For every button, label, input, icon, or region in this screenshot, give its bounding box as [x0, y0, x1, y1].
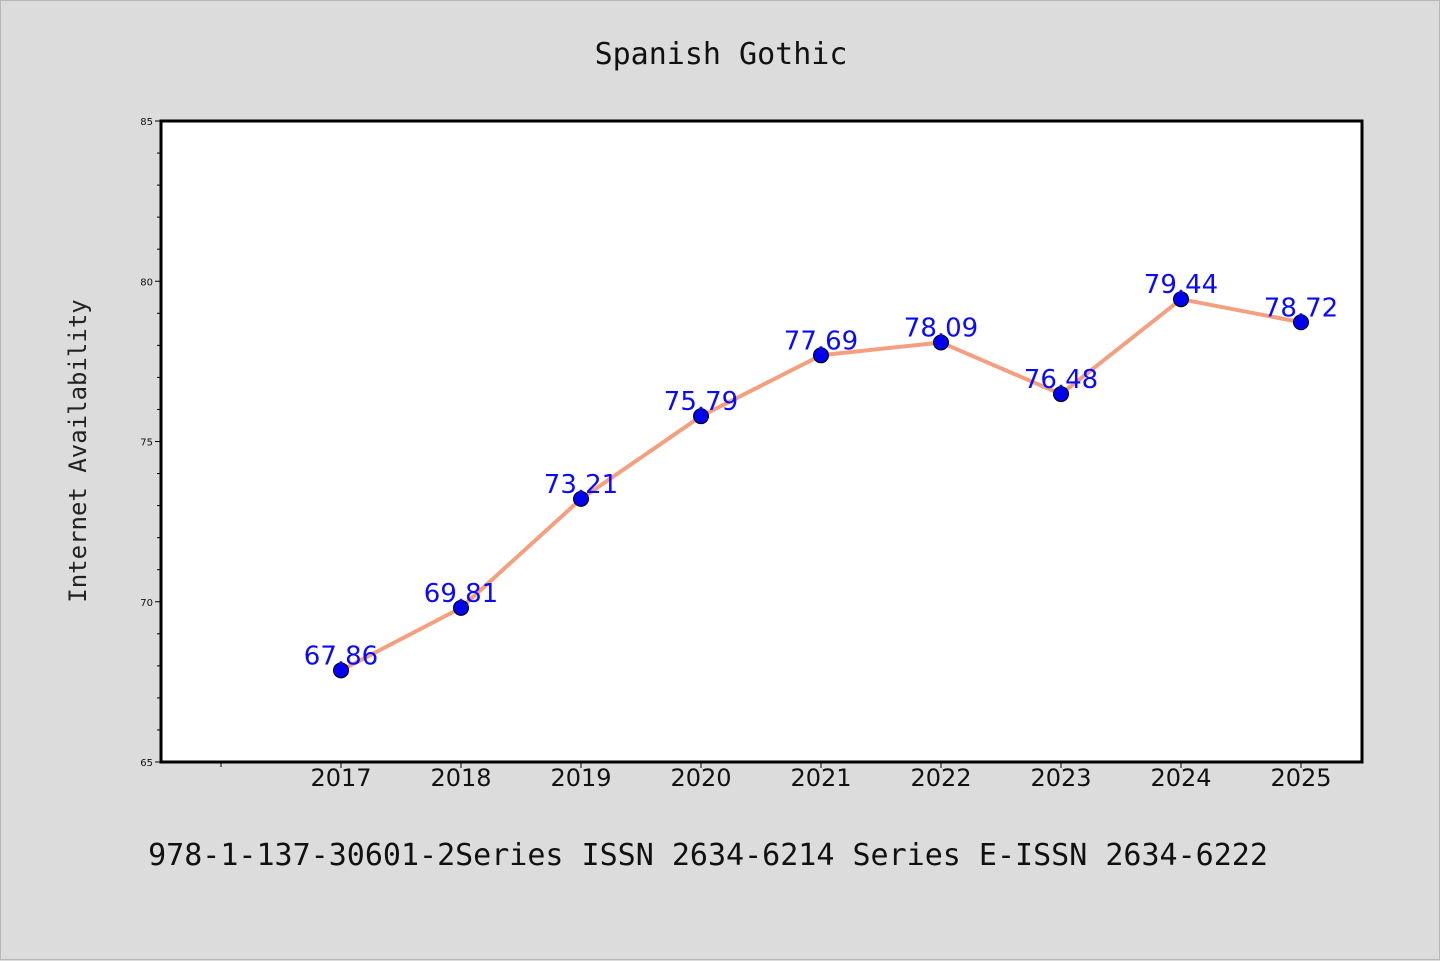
x-axis: 2017 2018 2019 2020 2021 2022 2023 2024 2025 — [220, 762, 1332, 792]
data-label: 75.79 — [664, 387, 738, 417]
x-tick-label: 2018 — [430, 764, 491, 792]
x-tick-label: 2022 — [910, 764, 971, 792]
x-tick-label: 2017 — [310, 764, 371, 792]
data-label: 73.21 — [544, 470, 618, 500]
x-tick-label: 2021 — [790, 764, 851, 792]
data-label: 77.69 — [784, 326, 858, 356]
data-point — [813, 347, 829, 364]
footer-isbn-text: 978-1-137-30601-2Series ISSN 2634-6214 S… — [148, 838, 1268, 873]
data-point — [693, 408, 709, 425]
data-point — [453, 599, 469, 616]
data-label: 76.48 — [1024, 365, 1098, 395]
y-axis: 65 70 75 80 85 — [140, 117, 161, 769]
x-tick-label: 2023 — [1030, 764, 1091, 792]
y-tick-label: 75 — [140, 438, 153, 449]
plot-area — [159, 119, 1364, 764]
chart-title: Spanish Gothic — [595, 37, 848, 72]
data-point — [1173, 291, 1189, 308]
series-group — [333, 291, 1309, 679]
data-point — [573, 490, 589, 507]
data-label: 67.86 — [304, 641, 378, 671]
data-point — [333, 662, 349, 679]
x-tick-label: 2019 — [550, 764, 611, 792]
y-tick-label: 70 — [140, 598, 153, 609]
data-point — [933, 334, 949, 351]
data-label: 78.09 — [904, 313, 978, 343]
y-axis-label: Internet Availability — [64, 299, 92, 602]
y-tick-label: 65 — [140, 758, 153, 769]
y-tick-label: 80 — [140, 277, 153, 288]
data-label: 69.81 — [424, 579, 498, 609]
x-tick-label: 2020 — [670, 764, 731, 792]
data-labels: 67.86 69.81 73.21 75.79 77.69 78.09 76.48 79.44… — [304, 270, 1338, 671]
data-point — [1053, 386, 1069, 403]
data-label: 79.44 — [1144, 270, 1218, 300]
x-tick-label: 2024 — [1150, 764, 1211, 792]
y-tick-label: 85 — [140, 117, 153, 128]
data-label: 78.72 — [1264, 293, 1338, 323]
x-tick-label: 2025 — [1270, 764, 1331, 792]
data-point — [1293, 314, 1309, 331]
